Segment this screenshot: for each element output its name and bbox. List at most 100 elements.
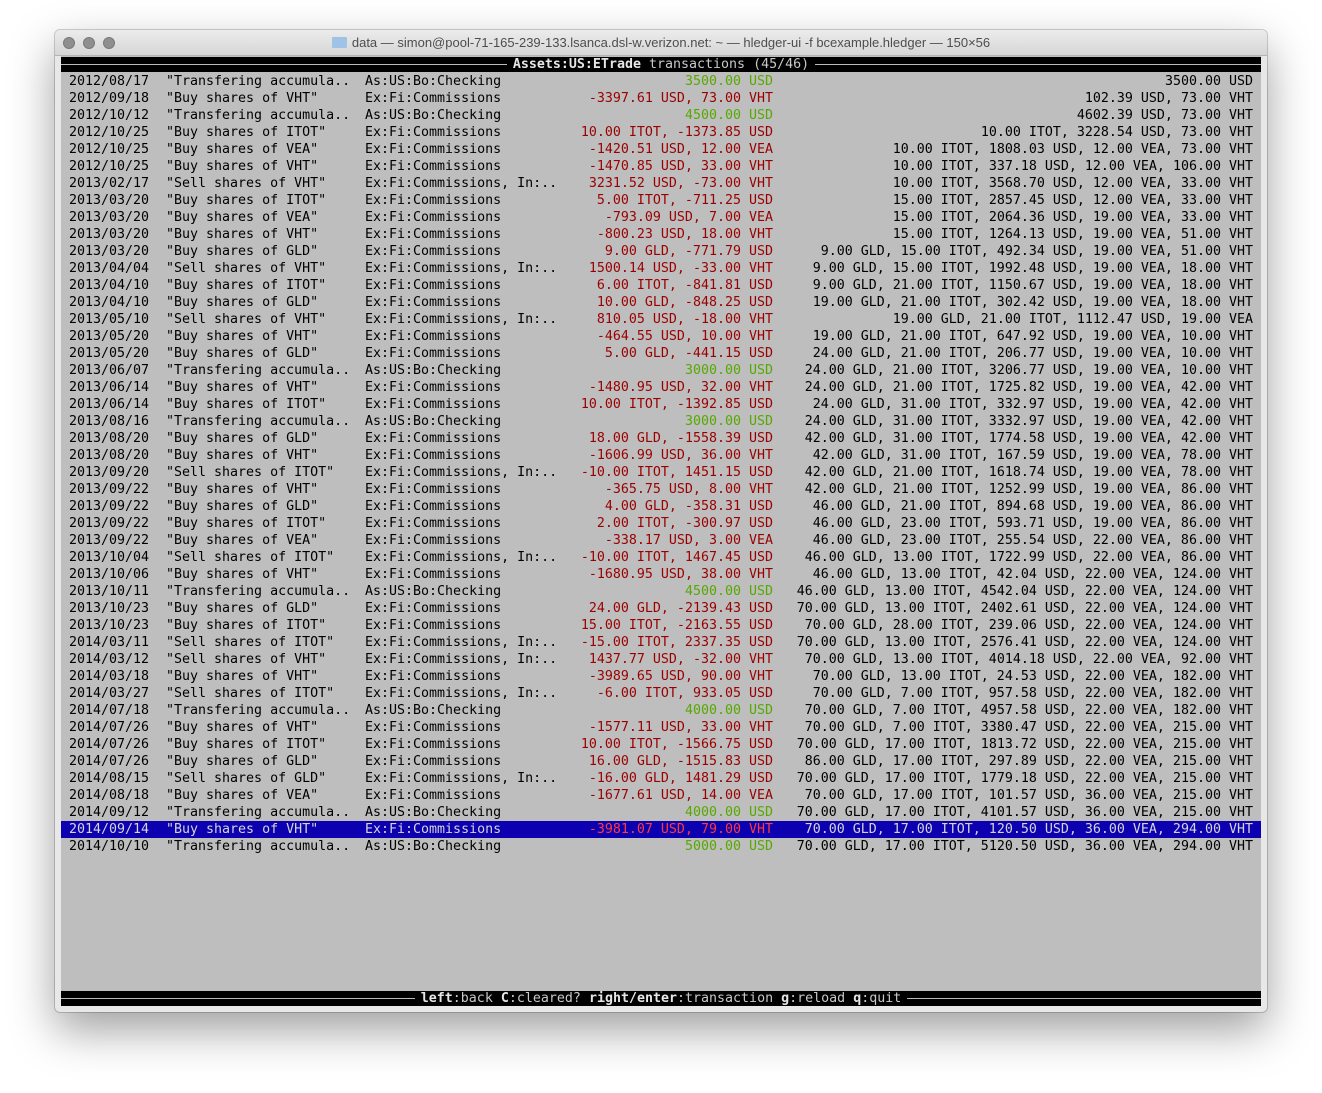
transaction-date: 2013/04/04 — [69, 261, 150, 276]
transaction-accounts: Ex:Fi:Commissions — [365, 91, 502, 106]
transaction-accounts: Ex:Fi:Commissions — [365, 601, 502, 616]
table-row[interactable]: 2013/09/22 "Buy shares of VHT" Ex:Fi:Commi… — [61, 481, 1261, 498]
table-row[interactable]: 2013/06/14 "Buy shares of VHT" Ex:Fi:Commi… — [61, 379, 1261, 396]
table-row[interactable]: 2013/06/07 "Transfering accumula.. As:US:B… — [61, 362, 1261, 379]
transaction-date: 2013/10/04 — [69, 550, 150, 565]
table-row[interactable]: 2013/03/20 "Buy shares of GLD" Ex:Fi:Commi… — [61, 243, 1261, 260]
transaction-description: "Transfering accumula.. — [166, 363, 351, 378]
table-row[interactable]: 2014/07/26 "Buy shares of GLD" Ex:Fi:Commi… — [61, 753, 1261, 770]
running-balance: 70.00 GLD, 17.00 ITOT, 120.50 USD, 36.00… — [804, 822, 1253, 837]
table-row[interactable]: 2013/08/16 "Transfering accumula.. As:US:B… — [61, 413, 1261, 430]
table-row[interactable]: 2014/03/11 "Sell shares of ITOT" Ex:Fi:Com… — [61, 634, 1261, 651]
transaction-amount: 1437.77 USD, -32.00 VHT — [588, 652, 773, 667]
running-balance: 10.00 ITOT, 3568.70 USD, 12.00 VEA, 33.0… — [892, 176, 1253, 191]
transaction-accounts: As:US:Bo:Checking — [365, 839, 502, 854]
transaction-amount: 10.00 ITOT, -1566.75 USD — [580, 737, 773, 752]
transaction-description: "Buy shares of VHT" — [166, 329, 319, 344]
key-separator: : — [508, 991, 517, 1006]
key-separator: : — [452, 991, 461, 1006]
terminal-screen[interactable]: Assets:US:ETrade transactions (45/46) 20… — [61, 56, 1261, 1006]
table-row[interactable]: 2014/09/12 "Transfering accumula.. As:US:B… — [61, 804, 1261, 821]
table-row[interactable]: 2012/10/25 "Buy shares of VEA" Ex:Fi:Commi… — [61, 141, 1261, 158]
transaction-accounts: Ex:Fi:Commissions, In:.. — [365, 652, 558, 667]
table-row[interactable]: 2013/02/17 "Sell shares of VHT" Ex:Fi:Comm… — [61, 175, 1261, 192]
key-separator: : — [677, 991, 686, 1006]
transaction-description: "Sell shares of ITOT" — [166, 550, 335, 565]
table-row[interactable]: 2012/08/17 "Transfering accumula.. As:US:B… — [61, 73, 1261, 90]
transaction-date: 2012/08/17 — [69, 74, 150, 89]
key-action-0: back — [460, 991, 493, 1006]
table-row[interactable]: 2013/09/22 "Buy shares of VEA" Ex:Fi:Commi… — [61, 532, 1261, 549]
zoom-button[interactable] — [103, 37, 115, 49]
key-separator: : — [789, 991, 798, 1006]
table-row[interactable]: 2013/09/22 "Buy shares of GLD" Ex:Fi:Commi… — [61, 498, 1261, 515]
transaction-date: 2013/03/20 — [69, 210, 150, 225]
transaction-description: "Buy shares of ITOT" — [166, 397, 327, 412]
table-row[interactable]: 2014/07/18 "Transfering accumula.. As:US:B… — [61, 702, 1261, 719]
table-row[interactable]: 2013/04/04 "Sell shares of VHT" Ex:Fi:Comm… — [61, 260, 1261, 277]
transaction-accounts: Ex:Fi:Commissions — [365, 244, 502, 259]
table-row[interactable]: 2014/03/18 "Buy shares of VHT" Ex:Fi:Commi… — [61, 668, 1261, 685]
transaction-date: 2013/06/14 — [69, 380, 150, 395]
table-row[interactable]: 2014/10/10 "Transfering accumula.. As:US:B… — [61, 838, 1261, 855]
transaction-description: "Buy shares of VHT" — [166, 448, 319, 463]
transaction-date: 2013/03/20 — [69, 244, 150, 259]
table-row-selected[interactable]: 2014/09/14 "Buy shares of VHT" Ex:Fi:Commi… — [61, 821, 1261, 838]
table-row[interactable]: 2013/03/20 "Buy shares of VHT" Ex:Fi:Commi… — [61, 226, 1261, 243]
transaction-description: "Buy shares of GLD" — [166, 499, 319, 514]
running-balance: 19.00 GLD, 21.00 ITOT, 647.92 USD, 19.00… — [812, 329, 1253, 344]
transaction-accounts: Ex:Fi:Commissions — [365, 533, 502, 548]
transaction-accounts: Ex:Fi:Commissions, In:.. — [365, 771, 558, 786]
transaction-description: "Buy shares of VHT" — [166, 159, 319, 174]
transaction-amount: -1577.11 USD, 33.00 VHT — [588, 720, 773, 735]
table-row[interactable]: 2012/10/25 "Buy shares of ITOT" Ex:Fi:Comm… — [61, 124, 1261, 141]
transaction-amount: 2.00 ITOT, -300.97 USD — [596, 516, 773, 531]
table-row[interactable]: 2013/09/20 "Sell shares of ITOT" Ex:Fi:Com… — [61, 464, 1261, 481]
table-row[interactable]: 2013/08/20 "Buy shares of VHT" Ex:Fi:Commi… — [61, 447, 1261, 464]
table-row[interactable]: 2013/06/14 "Buy shares of ITOT" Ex:Fi:Comm… — [61, 396, 1261, 413]
table-row[interactable]: 2014/03/12 "Sell shares of VHT" Ex:Fi:Comm… — [61, 651, 1261, 668]
table-row[interactable]: 2014/03/27 "Sell shares of ITOT" Ex:Fi:Com… — [61, 685, 1261, 702]
running-balance: 15.00 ITOT, 2064.36 USD, 19.00 VEA, 33.0… — [892, 210, 1253, 225]
transaction-description: "Buy shares of GLD" — [166, 244, 319, 259]
minimize-button[interactable] — [83, 37, 95, 49]
running-balance: 46.00 GLD, 13.00 ITOT, 4542.04 USD, 22.0… — [796, 584, 1253, 599]
table-row[interactable]: 2012/10/12 "Transfering accumula.. As:US:B… — [61, 107, 1261, 124]
transaction-accounts: Ex:Fi:Commissions — [365, 397, 502, 412]
transaction-date: 2012/10/12 — [69, 108, 150, 123]
table-row[interactable]: 2014/08/15 "Sell shares of GLD" Ex:Fi:Comm… — [61, 770, 1261, 787]
table-row[interactable]: 2012/10/25 "Buy shares of VHT" Ex:Fi:Commi… — [61, 158, 1261, 175]
transaction-accounts: Ex:Fi:Commissions — [365, 193, 502, 208]
table-row[interactable]: 2013/03/20 "Buy shares of ITOT" Ex:Fi:Comm… — [61, 192, 1261, 209]
transaction-accounts: Ex:Fi:Commissions — [365, 125, 502, 140]
title-bar[interactable]: data — simon@pool-71-165-239-133.lsanca.… — [55, 30, 1267, 56]
header-bar: Assets:US:ETrade transactions (45/46) — [61, 57, 1261, 72]
table-row[interactable]: 2013/10/23 "Buy shares of ITOT" Ex:Fi:Comm… — [61, 617, 1261, 634]
table-row[interactable]: 2013/05/10 "Sell shares of VHT" Ex:Fi:Comm… — [61, 311, 1261, 328]
table-row[interactable]: 2013/04/10 "Buy shares of GLD" Ex:Fi:Commi… — [61, 294, 1261, 311]
transaction-amount: 15.00 ITOT, -2163.55 USD — [580, 618, 773, 633]
table-row[interactable]: 2014/07/26 "Buy shares of ITOT" Ex:Fi:Comm… — [61, 736, 1261, 753]
transaction-accounts: Ex:Fi:Commissions — [365, 720, 502, 735]
transaction-description: "Buy shares of VHT" — [166, 482, 319, 497]
transaction-amount: -1480.95 USD, 32.00 VHT — [588, 380, 773, 395]
close-button[interactable] — [63, 37, 75, 49]
table-row[interactable]: 2013/10/11 "Transfering accumula.. As:US:B… — [61, 583, 1261, 600]
table-row[interactable]: 2014/08/18 "Buy shares of VEA" Ex:Fi:Commi… — [61, 787, 1261, 804]
table-row[interactable]: 2013/05/20 "Buy shares of GLD" Ex:Fi:Commi… — [61, 345, 1261, 362]
table-row[interactable]: 2013/05/20 "Buy shares of VHT" Ex:Fi:Commi… — [61, 328, 1261, 345]
table-row[interactable]: 2013/10/04 "Sell shares of ITOT" Ex:Fi:Com… — [61, 549, 1261, 566]
table-row[interactable]: 2014/07/26 "Buy shares of VHT" Ex:Fi:Commi… — [61, 719, 1261, 736]
table-row[interactable]: 2013/04/10 "Buy shares of ITOT" Ex:Fi:Comm… — [61, 277, 1261, 294]
table-row[interactable]: 2013/10/23 "Buy shares of GLD" Ex:Fi:Commi… — [61, 600, 1261, 617]
table-row[interactable]: 2013/09/22 "Buy shares of ITOT" Ex:Fi:Comm… — [61, 515, 1261, 532]
table-row[interactable]: 2012/09/18 "Buy shares of VHT" Ex:Fi:Commi… — [61, 90, 1261, 107]
transaction-amount: 10.00 ITOT, -1373.85 USD — [580, 125, 773, 140]
table-row[interactable]: 2013/03/20 "Buy shares of VEA" Ex:Fi:Commi… — [61, 209, 1261, 226]
table-row[interactable]: 2013/08/20 "Buy shares of GLD" Ex:Fi:Commi… — [61, 430, 1261, 447]
transaction-date: 2013/10/23 — [69, 601, 150, 616]
transaction-date: 2014/03/18 — [69, 669, 150, 684]
key-0: left — [420, 991, 453, 1006]
transaction-date: 2014/07/26 — [69, 720, 150, 735]
table-row[interactable]: 2013/10/06 "Buy shares of VHT" Ex:Fi:Commi… — [61, 566, 1261, 583]
